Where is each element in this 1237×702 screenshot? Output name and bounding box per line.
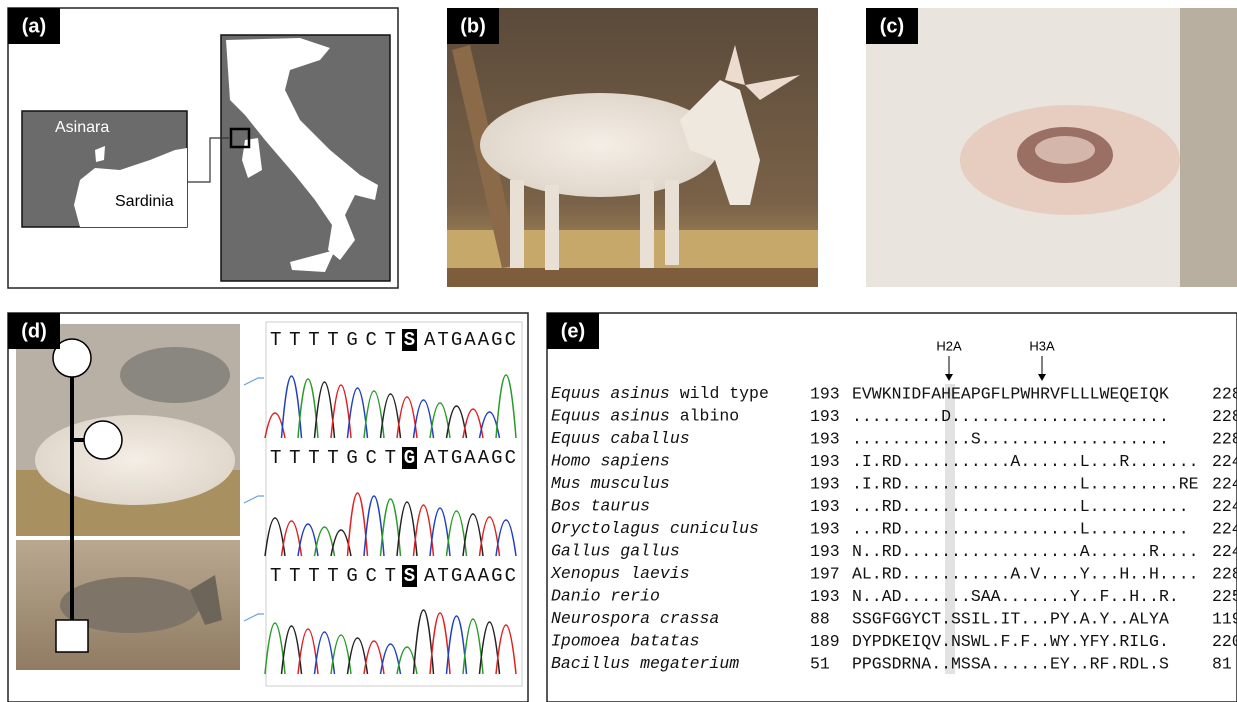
sequence-variant: G <box>404 447 415 469</box>
sequence-suffix: ATGAAGC <box>424 447 516 469</box>
species-name: Mus musculus <box>551 474 670 493</box>
species: Equus caballus <box>551 429 690 448</box>
sequence: AL.RD...........A.V....Y...H..H.... <box>852 564 1199 583</box>
eye-reflection <box>1035 136 1095 164</box>
map-label: Asinara <box>55 119 109 136</box>
leg <box>640 180 654 268</box>
species-name: Neurospora crassa <box>551 609 719 628</box>
start-position: 193 <box>810 452 840 471</box>
leg <box>545 185 559 270</box>
panel-label: (c) <box>880 15 904 37</box>
species: Equus asinus <box>551 407 670 426</box>
start-position: 193 <box>810 587 840 606</box>
shadow <box>1180 8 1237 287</box>
panel-label: (e) <box>561 320 585 342</box>
end-position: 220 <box>1212 632 1237 651</box>
panel-c: (c) <box>866 8 1237 287</box>
start-position: 193 <box>810 542 840 561</box>
species: Xenopus laevis <box>550 564 690 583</box>
grey-donkey <box>120 347 230 403</box>
log <box>447 268 818 287</box>
sequence: .........D...................... <box>852 407 1169 426</box>
sequence-variant: S <box>404 565 415 587</box>
leg <box>510 180 524 268</box>
qualifier: albino <box>680 407 739 426</box>
sequence-variant: S <box>404 329 415 351</box>
panel-label: (a) <box>22 15 46 37</box>
end-position: 228 <box>1212 429 1237 448</box>
species: Mus musculus <box>551 474 670 493</box>
end-position: 224 <box>1212 542 1237 561</box>
species: Bacillus megaterium <box>551 654 739 673</box>
species: Danio rerio <box>551 587 660 606</box>
species-name: Bos taurus <box>551 497 650 516</box>
sequence: ...RD..................L.......... <box>852 519 1189 538</box>
end-position: 225 <box>1212 587 1237 606</box>
start-position: 193 <box>810 474 840 493</box>
end-position: 119 <box>1212 609 1237 628</box>
start-position: 193 <box>810 429 840 448</box>
end-position: 228 <box>1212 384 1237 403</box>
figure: Asinara Sardinia (a) (b) (c) TTTTGCTSATG… <box>0 0 1237 702</box>
panel-label: (d) <box>21 320 47 342</box>
marker-label: H3A <box>1029 338 1055 353</box>
species-name: Xenopus laevis <box>550 564 690 583</box>
species-name: Bacillus megaterium <box>551 654 739 673</box>
end-position: 224 <box>1212 474 1237 493</box>
species-name: Gallus gallus <box>551 542 680 561</box>
start-position: 51 <box>810 654 830 673</box>
start-position: 193 <box>810 519 840 538</box>
end-position: 224 <box>1212 497 1237 516</box>
sequence: N..RD..................A......R.... <box>852 542 1199 561</box>
species-name: Equus asinus albino <box>551 407 739 426</box>
sequence: .I.RD..................L.........RE <box>852 474 1199 493</box>
species: Gallus gallus <box>551 542 680 561</box>
panel-a: Asinara Sardinia (a) <box>8 8 398 288</box>
end-position: 228 <box>1212 564 1237 583</box>
marker-label: H2A <box>936 338 962 353</box>
species-name: Homo sapiens <box>551 452 670 471</box>
species-name: Oryctolagus cuniculus <box>551 519 759 538</box>
sequence-suffix: ATGAAGC <box>424 329 516 351</box>
panel-label: (b) <box>460 15 486 37</box>
end-position: 228 <box>1212 407 1237 426</box>
start-position: 189 <box>810 632 840 651</box>
map-label: Sardinia <box>115 193 174 210</box>
species-name: Ipomoea batatas <box>551 632 700 651</box>
male-symbol <box>56 620 88 652</box>
white-donkey <box>35 415 235 505</box>
sequence: PPGSDRNA..MSSA......EY..RF.RDL.S <box>852 654 1169 673</box>
sequence: DYPDKEIQV.NSWL.F.F..WY.YFY.RILG. <box>852 632 1169 651</box>
species: Homo sapiens <box>551 452 670 471</box>
sequence: .I.RD...........A......L...R....... <box>852 452 1199 471</box>
species: Bos taurus <box>551 497 650 516</box>
sequence: ............S................... <box>852 429 1169 448</box>
start-position: 197 <box>810 564 840 583</box>
qualifier: wild type <box>680 384 769 403</box>
species: Ipomoea batatas <box>551 632 700 651</box>
sequence: SSGFGGYCT.SSIL.IT...PY.A.Y..ALYA <box>852 609 1169 628</box>
start-position: 193 <box>810 497 840 516</box>
start-position: 88 <box>810 609 830 628</box>
start-position: 193 <box>810 384 840 403</box>
sequence: EVWKNIDFAHEAPGFLPWHRVFLLLWEQEIQK <box>852 384 1169 403</box>
start-position: 193 <box>810 407 840 426</box>
end-position: 224 <box>1212 519 1237 538</box>
species: Oryctolagus cuniculus <box>551 519 759 538</box>
species: Neurospora crassa <box>551 609 719 628</box>
species-name: Equus caballus <box>551 429 690 448</box>
panel-e: H2A H3A Equus asinus wild type 193 EVWKNID… <box>547 313 1237 702</box>
female-symbol <box>84 421 122 459</box>
panel-b: (b) <box>447 8 818 287</box>
species: Equus asinus <box>551 384 670 403</box>
end-position: 81 <box>1212 654 1232 673</box>
sequence: ...RD..................L.......... <box>852 497 1189 516</box>
leg <box>665 180 679 265</box>
species-name: Equus asinus wild type <box>551 384 769 403</box>
species-name: Danio rerio <box>551 587 660 606</box>
sequence-suffix: ATGAAGC <box>424 565 516 587</box>
end-position: 224 <box>1212 452 1237 471</box>
sequence: N..AD.......SAA.......Y..F..H..R. <box>852 587 1179 606</box>
